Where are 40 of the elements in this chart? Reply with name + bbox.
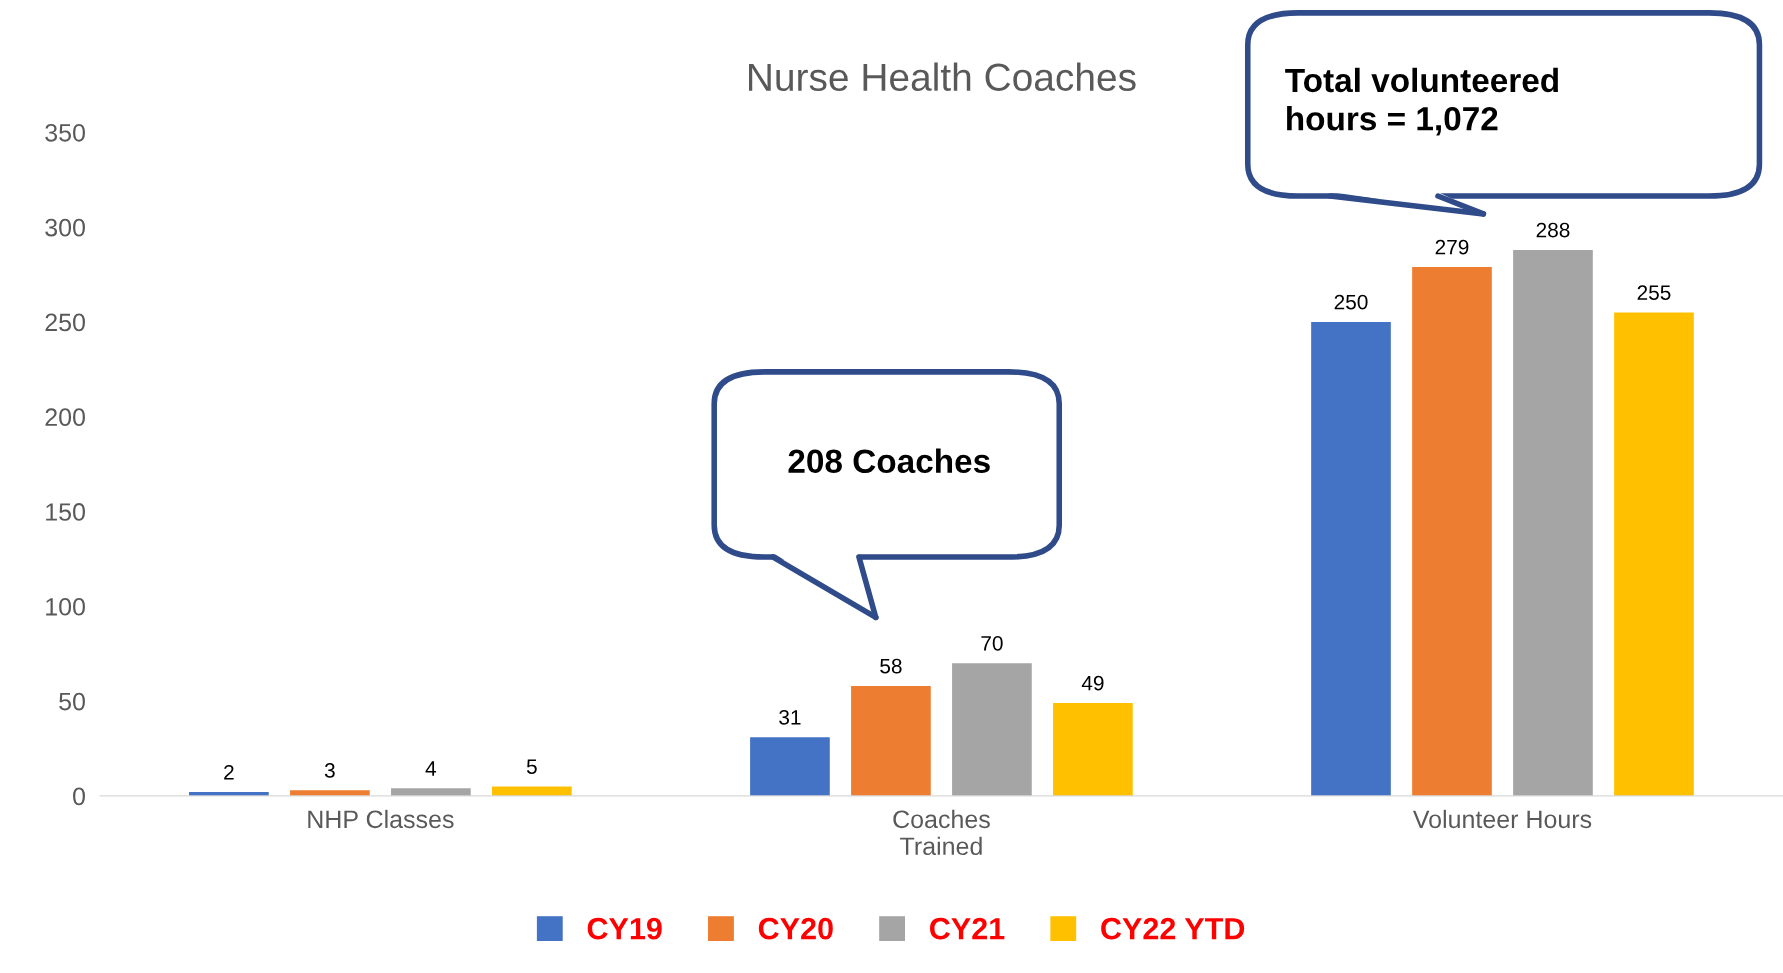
data-label: 255	[1637, 285, 1671, 300]
data-label: 2	[224, 764, 234, 780]
data-label: 58	[880, 658, 902, 674]
annotation: Total volunteered hours = 1,072	[1285, 67, 1558, 136]
bar	[1513, 249, 1593, 796]
data-label: 31	[779, 709, 801, 725]
bar	[952, 663, 1032, 796]
bar	[391, 788, 471, 796]
bar	[851, 685, 931, 796]
annotation: 208 Coaches	[788, 448, 990, 474]
x-tick-label: Coaches Trained	[893, 809, 990, 856]
bar	[1412, 266, 1492, 796]
data-label: 70	[981, 635, 1003, 651]
legend-label: CY19	[587, 917, 662, 940]
data-label: 288	[1536, 222, 1570, 238]
bar	[1053, 703, 1133, 796]
legend-label: CY20	[758, 917, 833, 940]
bar	[750, 737, 830, 796]
y-tick-label: 50	[59, 692, 85, 711]
y-tick-label: 0	[73, 787, 85, 806]
data-label: 250	[1334, 294, 1368, 310]
y-tick-label: 100	[46, 597, 85, 616]
legend-label: CY21	[930, 917, 1005, 940]
data-label: 5	[526, 759, 537, 774]
x-tick-label: NHP Classes	[308, 809, 454, 829]
y-tick-label: 150	[46, 503, 85, 521]
y-tick-label: 250	[45, 313, 85, 332]
x-tick-label: Volunteer Hours	[1412, 809, 1592, 829]
bar	[492, 786, 572, 796]
bar	[1614, 312, 1694, 796]
data-label: 49	[1081, 675, 1104, 691]
data-label: 4	[425, 761, 437, 776]
data-label: 279	[1435, 239, 1469, 255]
bar	[1311, 321, 1391, 796]
chart-title: Nurse Health Coaches	[749, 62, 1136, 92]
y-tick-label: 300	[45, 218, 85, 237]
y-tick-label: 350	[45, 123, 85, 142]
y-tick-label: 200	[45, 408, 85, 427]
legend-label: CY22 YTD	[1101, 917, 1245, 940]
data-label: 3	[324, 763, 335, 778]
